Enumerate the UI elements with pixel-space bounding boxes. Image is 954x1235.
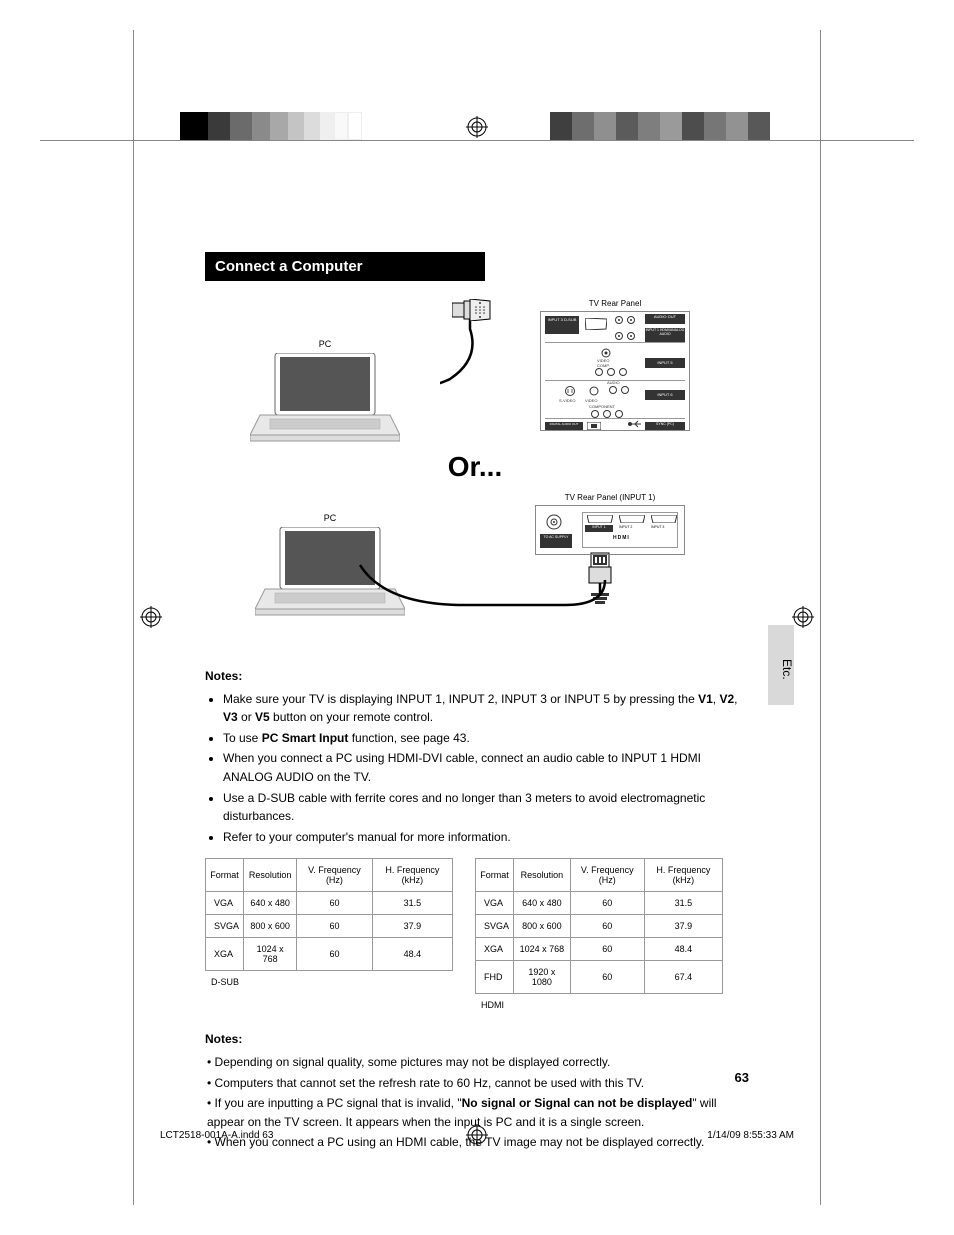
th-format: Format	[206, 859, 244, 892]
port-rca-icon	[601, 348, 611, 358]
note-item: To use PC Smart Input function, see page…	[223, 729, 745, 748]
input6-label: INPUT 6	[645, 390, 685, 400]
port-dsub-label: INPUT 3 D-SUB	[545, 316, 579, 334]
dsub-table: Format Resolution V. Frequency (Hz) H. F…	[205, 858, 453, 971]
th-vfreq: V. Frequency (Hz)	[297, 859, 373, 892]
video-label-2: VIDEO	[585, 398, 597, 403]
th-hfreq: H. Frequency (kHz)	[644, 859, 722, 892]
th-format: Format	[476, 859, 514, 892]
note-item: • Computers that cannot set the refresh …	[207, 1074, 745, 1093]
port-dsub-icon	[585, 318, 607, 330]
table-row: VGA640 x 4806031.5	[476, 892, 723, 915]
sync-pc-label: SYNC (PC)	[645, 422, 685, 430]
component-label: COMPONENT	[589, 404, 615, 409]
notes-block-1: Notes: Make sure your TV is displaying I…	[205, 667, 745, 846]
port-rca-icon	[589, 386, 599, 396]
th-vfreq: V. Frequency (Hz)	[570, 859, 644, 892]
registration-mark-right	[792, 606, 814, 628]
rear-panel-label-1: TV Rear Panel	[530, 299, 700, 308]
port-rca-icon	[619, 368, 627, 376]
color-bars-left	[180, 112, 362, 140]
footer: LCT2518-001A-A.indd 63 1/14/09 8:55:33 A…	[160, 1130, 794, 1141]
th-hfreq: H. Frequency (kHz)	[372, 859, 452, 892]
table-row: SVGA800 x 6006037.9	[206, 915, 453, 938]
color-bars-right	[550, 112, 770, 140]
port-optical-icon	[587, 422, 601, 430]
content-area: Connect a Computer PC	[205, 252, 745, 1164]
table-row: XGA1024 x 7686048.4	[206, 938, 453, 971]
table-row: XGA1024 x 7686048.4	[476, 938, 723, 961]
port-rca-icon	[595, 368, 603, 376]
port-rca-icon	[615, 410, 623, 418]
cable-hdmi	[205, 485, 745, 625]
th-resolution: Resolution	[244, 859, 297, 892]
table-row: VGA640 x 4806031.5	[206, 892, 453, 915]
audio-out-label: AUDIO OUT	[645, 314, 685, 324]
hdmi-caption: HDMI	[481, 1000, 723, 1010]
note-item: When you connect a PC using HDMI-DVI cab…	[223, 749, 745, 786]
usb-icon	[627, 420, 643, 428]
registration-mark-top	[466, 116, 488, 138]
port-rca-icon	[607, 368, 615, 376]
svideo-label: S-VIDEO	[559, 398, 575, 403]
dsub-connector-icon	[452, 299, 492, 321]
input1-hdmi-label: INPUT 1 HDMI/ANALOG AUDIO	[645, 328, 685, 342]
port-rca-icon	[615, 332, 623, 340]
note-item: Make sure your TV is displaying INPUT 1,…	[223, 690, 745, 727]
table-row: FHD1920 x 10806067.4	[476, 961, 723, 994]
digital-audio-label: DIGITAL AUDIO OUT	[545, 422, 583, 430]
section-title: Connect a Computer	[205, 252, 485, 281]
laptop-icon	[250, 353, 400, 443]
port-rca-icon	[603, 410, 611, 418]
diagram-dsub: PC	[205, 299, 745, 647]
port-rca-icon	[615, 316, 623, 324]
dsub-caption: D-SUB	[211, 977, 453, 987]
th-resolution: Resolution	[514, 859, 571, 892]
notes-heading-1: Notes:	[205, 667, 745, 686]
rear-panel-box-1: INPUT 3 D-SUB AUDIO OUT INPUT 1 HDMI/ANA…	[540, 311, 690, 431]
side-tab-etc: Etc.	[768, 625, 794, 705]
page-number: 63	[735, 1070, 749, 1085]
spec-tables: Format Resolution V. Frequency (Hz) H. F…	[205, 858, 745, 1010]
page-root: Etc. Connect a Computer PC	[0, 0, 954, 1235]
port-rca-icon	[627, 316, 635, 324]
notes-heading-2: Notes:	[205, 1030, 745, 1049]
registration-mark-left	[140, 606, 162, 628]
audio-label: AUDIO	[607, 380, 620, 385]
note-item: • Depending on signal quality, some pict…	[207, 1053, 745, 1072]
port-rca-icon	[591, 410, 599, 418]
input5-label: INPUT 5	[645, 358, 685, 368]
table-row: SVGA800 x 6006037.9	[476, 915, 723, 938]
footer-right: 1/14/09 8:55:33 AM	[707, 1130, 794, 1141]
note-item: • If you are inputting a PC signal that …	[207, 1094, 745, 1131]
pc-label-1: PC	[250, 339, 400, 349]
port-rca-icon	[627, 332, 635, 340]
port-rca-icon	[609, 386, 617, 394]
or-text: Or...	[205, 451, 745, 483]
note-item: Refer to your computer's manual for more…	[223, 828, 745, 847]
note-item: Use a D-SUB cable with ferrite cores and…	[223, 789, 745, 826]
hdmi-table: Format Resolution V. Frequency (Hz) H. F…	[475, 858, 723, 994]
port-rca-icon	[621, 386, 629, 394]
port-svideo-icon	[565, 386, 575, 396]
footer-left: LCT2518-001A-A.indd 63	[160, 1130, 273, 1141]
